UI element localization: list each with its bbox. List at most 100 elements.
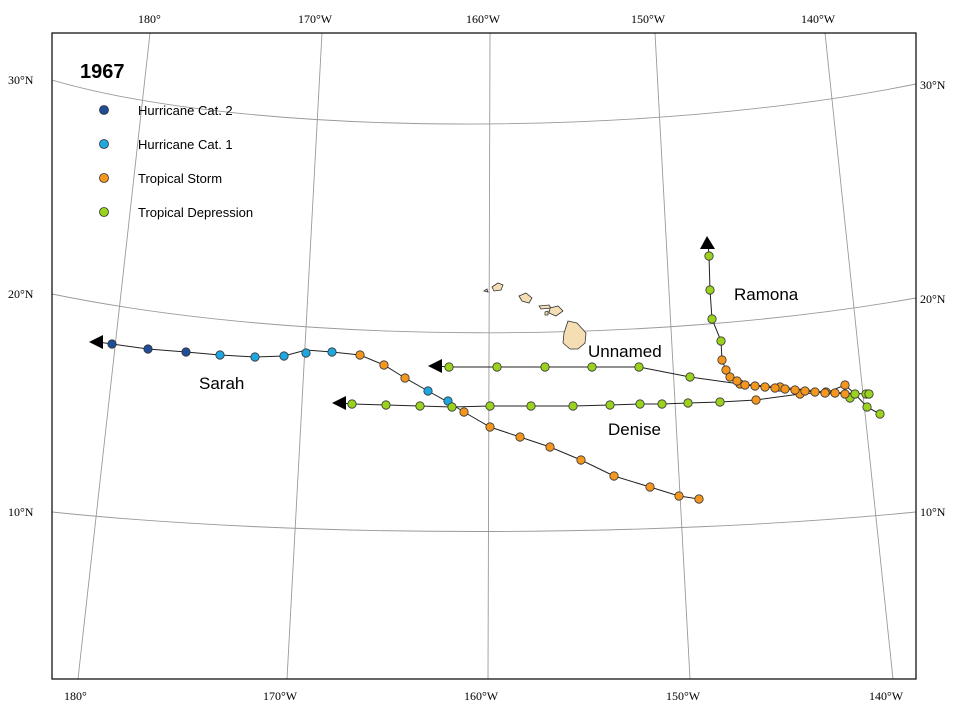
storm-point-denise-14 [840,380,850,390]
storm-point-denise-7 [605,400,615,410]
storm-point-sarah-21 [694,494,704,504]
legend-swatch-tropical-depression [99,207,109,217]
storm-point-ramona-10 [760,382,770,392]
storm-point-denise-10 [683,398,693,408]
left-label-30n: 30°N [8,73,34,87]
storm-point-sarah-0 [107,339,117,349]
storm-point-sarah-13 [459,407,469,417]
legend-swatch-hurricane-cat2 [99,105,109,115]
top-label-140w: 140°W [801,12,836,26]
storm-point-ramona-5 [721,365,731,375]
storm-point-ramona-4 [717,355,727,365]
hawaiian-islands [483,282,587,350]
meridian-180 [77,33,151,679]
left-label-20n: 20°N [8,287,34,301]
storm-point-ramona-0 [704,251,714,261]
parallel-20n [52,293,916,334]
storm-name-denise: Denise [608,420,661,439]
island-molokai [538,304,552,310]
island-maui [548,305,564,317]
storm-point-ramona-2 [707,314,717,324]
meridian-140w [824,33,894,679]
storm-point-unnamed-5 [685,372,695,382]
legend-swatch-hurricane-cat1 [99,139,109,149]
storm-point-sarah-15 [515,432,525,442]
storm-name-unnamed: Unnamed [588,342,662,361]
storm-point-denise-18 [864,389,874,399]
bottom-label-140w: 140°W [869,689,904,703]
storm-point-ramona-8 [740,380,750,390]
island-niihau [483,288,489,293]
storm-point-denise-16 [850,389,860,399]
storm-point-ramona-1 [705,285,715,295]
storm-point-ramona-16 [820,388,830,398]
left-latitude-labels: 30°N 20°N 10°N [8,73,34,519]
storm-point-denise-1 [381,400,391,410]
storm-point-sarah-4 [250,352,260,362]
right-label-10n: 10°N [920,505,946,519]
meridian-150w [654,33,691,679]
legend-label-hurricane-cat2: Hurricane Cat. 2 [138,103,233,118]
arrow-unnamed [428,359,442,373]
storm-points [107,251,885,504]
storm-point-sarah-20 [674,491,684,501]
storm-point-ramona-11 [770,383,780,393]
storm-point-sarah-5 [279,351,289,361]
storm-point-denise-5 [526,401,536,411]
parallel-10n [52,511,916,532]
storm-point-denise-9 [657,399,667,409]
storm-point-ramona-15 [810,387,820,397]
map-title: 1967 [80,61,125,83]
island-oahu [518,292,533,304]
storm-point-sarah-6 [301,348,311,358]
storm-name-sarah: Sarah [199,374,244,393]
storm-point-unnamed-0 [444,362,454,372]
storm-point-denise-2 [415,401,425,411]
right-label-30n: 30°N [920,78,946,92]
storm-name-ramona: Ramona [734,285,799,304]
bottom-label-180: 180° [64,689,87,703]
legend-swatch-tropical-storm [99,173,109,183]
storm-point-sarah-8 [355,350,365,360]
top-label-170w: 170°W [298,12,333,26]
storm-point-sarah-3 [215,350,225,360]
storm-point-ramona-7 [732,376,742,386]
storm-point-sarah-11 [423,386,433,396]
storm-point-ramona-6 [725,372,735,382]
storm-point-ramona-13 [790,385,800,395]
bottom-label-170w: 170°W [263,689,298,703]
storm-point-sarah-14 [485,422,495,432]
left-label-10n: 10°N [8,505,34,519]
island-lanai [544,310,549,316]
storm-point-sarah-19 [645,482,655,492]
arrow-ramona [700,236,715,249]
bottom-label-150w: 150°W [666,689,701,703]
storm-point-unnamed-1 [492,362,502,372]
legend: Hurricane Cat. 2 Hurricane Cat. 1 Tropic… [99,103,253,220]
storm-point-denise-3 [447,402,457,412]
bottom-label-160w: 160°W [464,689,499,703]
storm-point-sarah-7 [327,347,337,357]
storm-point-denise-12 [751,395,761,405]
storm-point-sarah-16 [545,442,555,452]
storm-point-denise-8 [635,399,645,409]
storm-point-ramona-12 [780,384,790,394]
storm-point-unnamed-2 [540,362,550,372]
arrow-sarah [89,335,103,349]
legend-label-tropical-depression: Tropical Depression [138,205,253,220]
legend-label-hurricane-cat1: Hurricane Cat. 1 [138,137,233,152]
right-label-20n: 20°N [920,292,946,306]
top-longitude-labels: 180° 170°W 160°W 150°W 140°W [138,12,836,26]
storm-point-sarah-9 [379,360,389,370]
storm-point-denise-6 [568,401,578,411]
top-label-150w: 150°W [631,12,666,26]
storm-point-sarah-17 [576,455,586,465]
right-latitude-labels: 30°N 20°N 10°N [920,78,946,519]
direction-arrows [89,236,715,410]
storm-point-denise-17 [862,402,872,412]
storm-point-ramona-17 [830,388,840,398]
storm-point-sarah-2 [181,347,191,357]
storm-point-ramona-3 [716,336,726,346]
